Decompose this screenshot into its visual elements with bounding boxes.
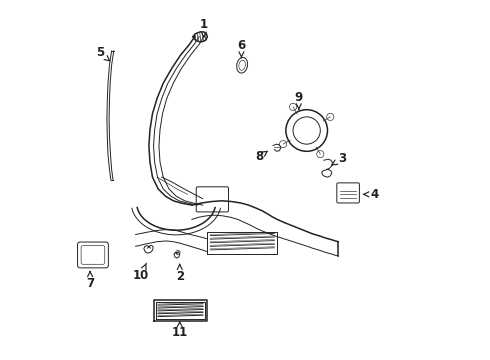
- Text: 1: 1: [200, 18, 208, 37]
- Text: 3: 3: [332, 152, 346, 165]
- Text: 8: 8: [255, 150, 267, 163]
- Text: 6: 6: [237, 39, 245, 58]
- Text: 10: 10: [133, 263, 149, 282]
- Text: 11: 11: [172, 322, 188, 339]
- Text: 5: 5: [96, 46, 110, 61]
- Text: 9: 9: [294, 91, 303, 110]
- Text: 2: 2: [176, 264, 184, 283]
- Text: 4: 4: [364, 188, 378, 201]
- Text: 7: 7: [86, 271, 94, 291]
